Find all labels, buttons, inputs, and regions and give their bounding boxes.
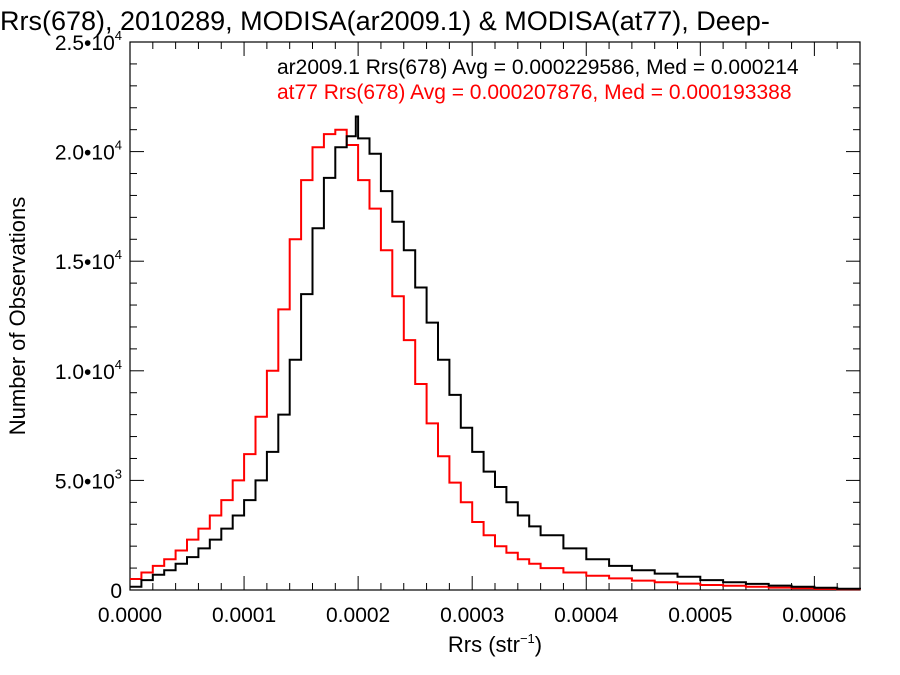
x-axis-label-main: Rrs (str — [448, 632, 520, 657]
y-tick-exponent: 4 — [115, 247, 122, 262]
y-tick-mantissa: 2.0•10 — [55, 142, 115, 165]
plot-frame — [129, 41, 861, 591]
y-tick-label: 1.5•104 — [55, 247, 122, 274]
y-tick-exponent: 4 — [115, 357, 122, 372]
y-tick-label: 2.0•104 — [55, 138, 122, 165]
y-tick-label: 0 — [110, 580, 122, 603]
y-tick-mantissa: 0 — [110, 580, 122, 603]
x-tick-label: 0.0004 — [554, 604, 619, 627]
x-tick-label: 0.0002 — [326, 604, 390, 627]
y-tick-label: 2.5•104 — [55, 28, 122, 55]
y-tick-mantissa: 1.0•10 — [55, 361, 115, 384]
x-axis-label-end: ) — [535, 632, 542, 657]
y-tick-label: 5.0•103 — [55, 466, 122, 493]
series-at77-line — [130, 128, 861, 591]
x-axis-label-sup: −1 — [520, 631, 535, 646]
x-tick-label: 0.0006 — [782, 604, 846, 627]
x-axis-label: Rrs (str−1) — [448, 631, 542, 657]
chart-title: Rrs(678), 2010289, MODISA(ar2009.1) & MO… — [0, 6, 770, 36]
series-layer — [130, 115, 861, 591]
y-tick-exponent: 4 — [115, 28, 122, 43]
x-tick-label: 0.0001 — [212, 604, 276, 627]
y-tick-label: 1.0•104 — [55, 357, 122, 384]
x-axis: 0.0000 0.0001 0.0002 0.0003 0.0004 0.0005 0.00… — [98, 42, 861, 627]
legend-entry-ar2009: ar2009.1 Rrs(678) Avg = 0.000229586, Med… — [277, 56, 799, 79]
y-tick-exponent: 3 — [115, 466, 122, 481]
legend-entry-at77: at77 Rrs(678) Avg = 0.000207876, Med = 0… — [277, 81, 792, 104]
y-tick-exponent: 4 — [115, 138, 122, 153]
x-tick-label: 0.0003 — [440, 604, 504, 627]
x-tick-label: 0.0000 — [98, 604, 162, 627]
y-tick-mantissa: 1.5•10 — [55, 251, 115, 274]
y-tick-mantissa: 5.0•10 — [55, 470, 115, 493]
series-ar2009-line — [130, 115, 861, 590]
y-tick-mantissa: 2.5•10 — [55, 32, 115, 55]
y-axis-label: Number of Observations — [5, 197, 30, 435]
x-tick-label: 0.0005 — [668, 604, 732, 627]
